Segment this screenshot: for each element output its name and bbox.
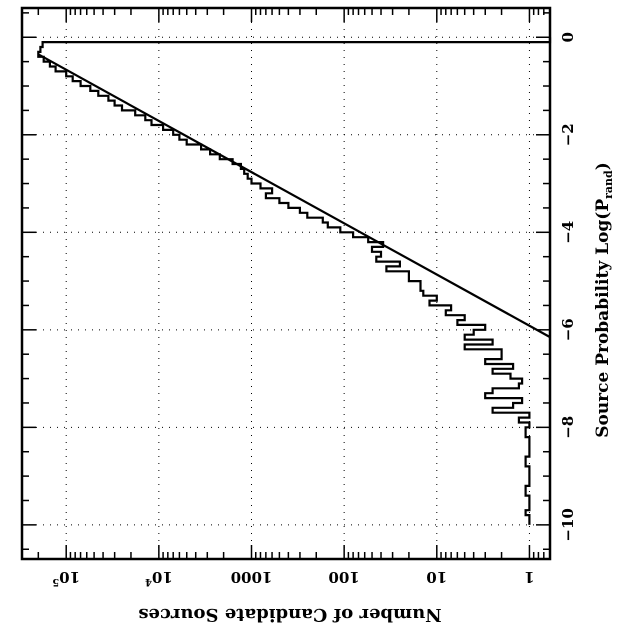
y-tick-label: 105 — [52, 568, 80, 587]
histogram-step-series — [37, 37, 552, 525]
x-tick-label: −6 — [559, 318, 577, 341]
power-law-fit-line — [37, 53, 551, 339]
y-tick-label-exponent: 4 — [145, 576, 152, 587]
y-axis-label: Number of Candidate Sources — [138, 604, 441, 625]
y-tick-label: 1 — [524, 568, 534, 586]
plot-series — [37, 37, 552, 525]
y-tick-label: 10 — [426, 568, 447, 586]
x-tick-label: −8 — [559, 416, 577, 439]
x-tick-label: −2 — [559, 123, 577, 146]
y-tick-label: 104 — [145, 568, 173, 587]
grid-lines — [22, 8, 550, 559]
x-tick-label: −4 — [559, 221, 577, 244]
y-tick-label-exponent: 5 — [52, 576, 59, 587]
axis-ticks — [21, 8, 551, 559]
plot-frame — [20, 6, 552, 561]
x-tick-label: 0 — [559, 32, 577, 42]
x-axis-label-subscript: rand — [602, 170, 615, 199]
y-tick-label: 1000 — [231, 568, 273, 586]
x-tick-label: −10 — [559, 508, 577, 541]
y-tick-label: 100 — [328, 568, 359, 586]
x-axis-label: Source Probability Log(Prand) — [593, 162, 615, 438]
